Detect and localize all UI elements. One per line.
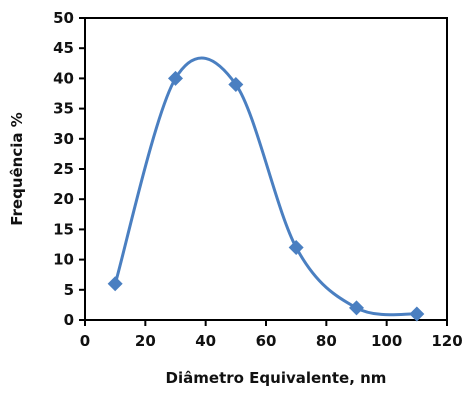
- y-tick-label: 50: [53, 9, 74, 27]
- data-point: [107, 276, 123, 292]
- x-tick-label: 20: [135, 332, 156, 350]
- y-tick-label: 15: [53, 220, 74, 238]
- x-tick-label: 0: [80, 332, 90, 350]
- series-markers: [107, 70, 425, 322]
- data-point: [349, 300, 364, 316]
- x-tick-label: 60: [256, 332, 277, 350]
- series-curve: [113, 56, 417, 317]
- y-tick-label: 5: [64, 281, 74, 299]
- x-tick-label: 80: [316, 332, 337, 350]
- x-axis-title: Diâmetro Equivalente, nm: [166, 369, 387, 387]
- y-tick-label: 25: [53, 160, 74, 178]
- y-axis-title: Frequência %: [8, 112, 26, 226]
- plot-border: [84, 17, 448, 321]
- y-tick-label: 0: [64, 311, 74, 329]
- y-axis: 0 5 10 15 20 25 30 35 40 45 50: [53, 9, 85, 329]
- data-point: [228, 76, 244, 92]
- x-tick-label: 40: [195, 332, 216, 350]
- data-point: [409, 306, 425, 322]
- y-tick-label: 45: [53, 39, 74, 57]
- y-tick-label: 40: [53, 69, 74, 87]
- data-point: [168, 70, 183, 86]
- y-tick-label: 35: [53, 100, 74, 118]
- y-tick-label: 10: [53, 251, 74, 269]
- plot-frame: [84, 17, 448, 321]
- x-tick-label: 100: [371, 332, 402, 350]
- y-tick-label: 20: [53, 190, 74, 208]
- data-point: [288, 240, 304, 256]
- x-tick-label: 120: [431, 332, 462, 350]
- x-axis: 0 20 40 60 80 100 120: [80, 320, 463, 350]
- y-tick-label: 30: [53, 130, 74, 148]
